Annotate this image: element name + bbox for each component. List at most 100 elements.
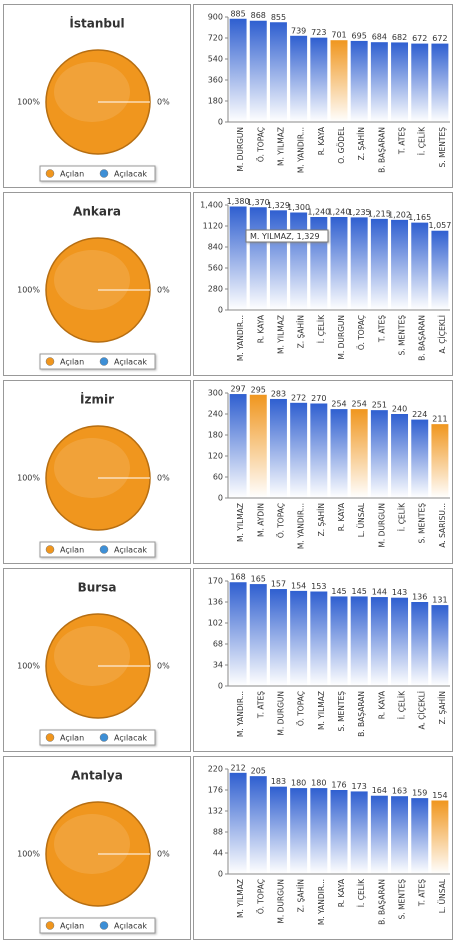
bar bbox=[330, 596, 348, 686]
x-tick-label: Ö. TOPAÇ bbox=[256, 127, 265, 162]
y-tick-label: 360 bbox=[208, 76, 223, 85]
legend-label: Açılan bbox=[60, 546, 84, 555]
y-tick-label: 0 bbox=[218, 494, 223, 503]
x-tick-label: İ. ÇELİK bbox=[317, 314, 326, 343]
x-tick-label: M. YILMAZ bbox=[276, 127, 285, 166]
bar bbox=[350, 409, 368, 498]
bar bbox=[310, 788, 328, 874]
legend-label: Açılan bbox=[60, 358, 84, 367]
x-tick-label: R. KAYA bbox=[256, 314, 265, 343]
bar bbox=[391, 42, 409, 122]
y-tick-label: 68 bbox=[213, 640, 223, 649]
y-tick-label: 180 bbox=[208, 97, 223, 106]
legend-icon bbox=[45, 733, 55, 742]
bar bbox=[391, 219, 409, 310]
bar bbox=[411, 43, 429, 122]
value-label: 153 bbox=[311, 582, 326, 591]
bar bbox=[269, 210, 287, 310]
bar bbox=[370, 218, 388, 310]
x-tick-label: O. GÖDEL bbox=[337, 126, 346, 164]
value-label: 868 bbox=[251, 11, 266, 20]
value-label: 212 bbox=[230, 763, 245, 772]
x-tick-label: M. YANDIR... bbox=[236, 315, 245, 361]
bar bbox=[269, 22, 287, 122]
pie-label: 100% bbox=[17, 98, 40, 107]
x-tick-label: M. DURGUN bbox=[337, 315, 346, 360]
pie-label: 100% bbox=[17, 474, 40, 483]
x-tick-label: M. YILMAZ bbox=[236, 879, 245, 918]
x-tick-label: T. ATEŞ bbox=[418, 879, 427, 907]
x-tick-label: B. BAŞARAN bbox=[377, 879, 386, 925]
legend-label: Açılacak bbox=[114, 546, 147, 555]
bar bbox=[350, 596, 368, 686]
bar bbox=[370, 42, 388, 123]
bar bbox=[249, 584, 267, 686]
bar bbox=[290, 35, 308, 122]
value-label: 183 bbox=[271, 777, 286, 786]
value-label: 1,202 bbox=[388, 210, 411, 219]
x-tick-label: Z. ŞAHİN bbox=[297, 879, 306, 912]
pie-shine bbox=[54, 814, 130, 874]
value-label: 1,215 bbox=[368, 209, 391, 218]
legend-icon bbox=[45, 169, 55, 178]
value-label: 1,240 bbox=[328, 208, 351, 217]
pie-label: 0% bbox=[157, 850, 170, 859]
value-label: 173 bbox=[352, 782, 367, 791]
value-label: 168 bbox=[230, 573, 245, 582]
y-tick-label: 120 bbox=[208, 452, 223, 461]
y-tick-label: 60 bbox=[213, 473, 223, 482]
x-tick-label: A. SARISU... bbox=[438, 503, 447, 548]
bar bbox=[249, 20, 267, 122]
bar bbox=[290, 402, 308, 498]
value-label: 272 bbox=[291, 393, 306, 402]
x-tick-label: İ. ÇELİK bbox=[398, 690, 407, 719]
bar bbox=[411, 602, 429, 686]
x-tick-label: M. YILMAZ bbox=[276, 315, 285, 354]
value-label: 739 bbox=[291, 26, 306, 35]
y-tick-label: 34 bbox=[213, 661, 223, 670]
value-label: 1,370 bbox=[247, 198, 270, 207]
legend-label: Açılan bbox=[60, 734, 84, 743]
legend-icon bbox=[45, 357, 55, 366]
y-tick-label: 44 bbox=[213, 849, 223, 858]
bar bbox=[330, 217, 348, 310]
pie-label: 0% bbox=[157, 286, 170, 295]
pie-shine bbox=[54, 250, 130, 310]
x-tick-label: S. MENTEŞ bbox=[438, 127, 447, 168]
pie-shine bbox=[54, 62, 130, 122]
y-tick-label: 1,400 bbox=[200, 201, 223, 210]
value-label: 144 bbox=[372, 588, 387, 597]
value-label: 1,329 bbox=[267, 201, 290, 210]
chart-title: Ankara bbox=[73, 205, 121, 219]
pie-label: 100% bbox=[17, 662, 40, 671]
bar bbox=[249, 776, 267, 874]
y-tick-label: 240 bbox=[208, 410, 223, 419]
y-tick-label: 0 bbox=[218, 118, 223, 127]
value-label: 1,057 bbox=[428, 221, 451, 230]
x-tick-label: Z. ŞAHİN bbox=[297, 315, 306, 348]
x-tick-label: İ. ÇELİK bbox=[398, 502, 407, 531]
x-tick-label: A. ÇİÇEKLİ bbox=[418, 691, 427, 730]
bar bbox=[229, 18, 247, 122]
bar bbox=[411, 222, 429, 310]
value-label: 163 bbox=[392, 787, 407, 796]
pie-label: 0% bbox=[157, 474, 170, 483]
bar bbox=[431, 800, 449, 874]
value-label: 154 bbox=[291, 581, 306, 590]
legend-icon bbox=[45, 921, 55, 930]
bar bbox=[229, 582, 247, 686]
x-tick-label: R. KAYA bbox=[317, 126, 326, 155]
bar bbox=[290, 788, 308, 874]
value-label: 136 bbox=[412, 593, 427, 602]
x-tick-label: R. KAYA bbox=[337, 502, 346, 531]
tooltip-box bbox=[245, 229, 329, 243]
value-label: 695 bbox=[352, 31, 367, 40]
bar bbox=[350, 40, 368, 122]
bar bbox=[229, 394, 247, 498]
legend-label: Açılan bbox=[60, 922, 84, 931]
x-tick-label: M. YANDIR... bbox=[297, 503, 306, 549]
value-label: 855 bbox=[271, 13, 286, 22]
legend-icon bbox=[99, 921, 109, 930]
legend-icon bbox=[99, 169, 109, 178]
